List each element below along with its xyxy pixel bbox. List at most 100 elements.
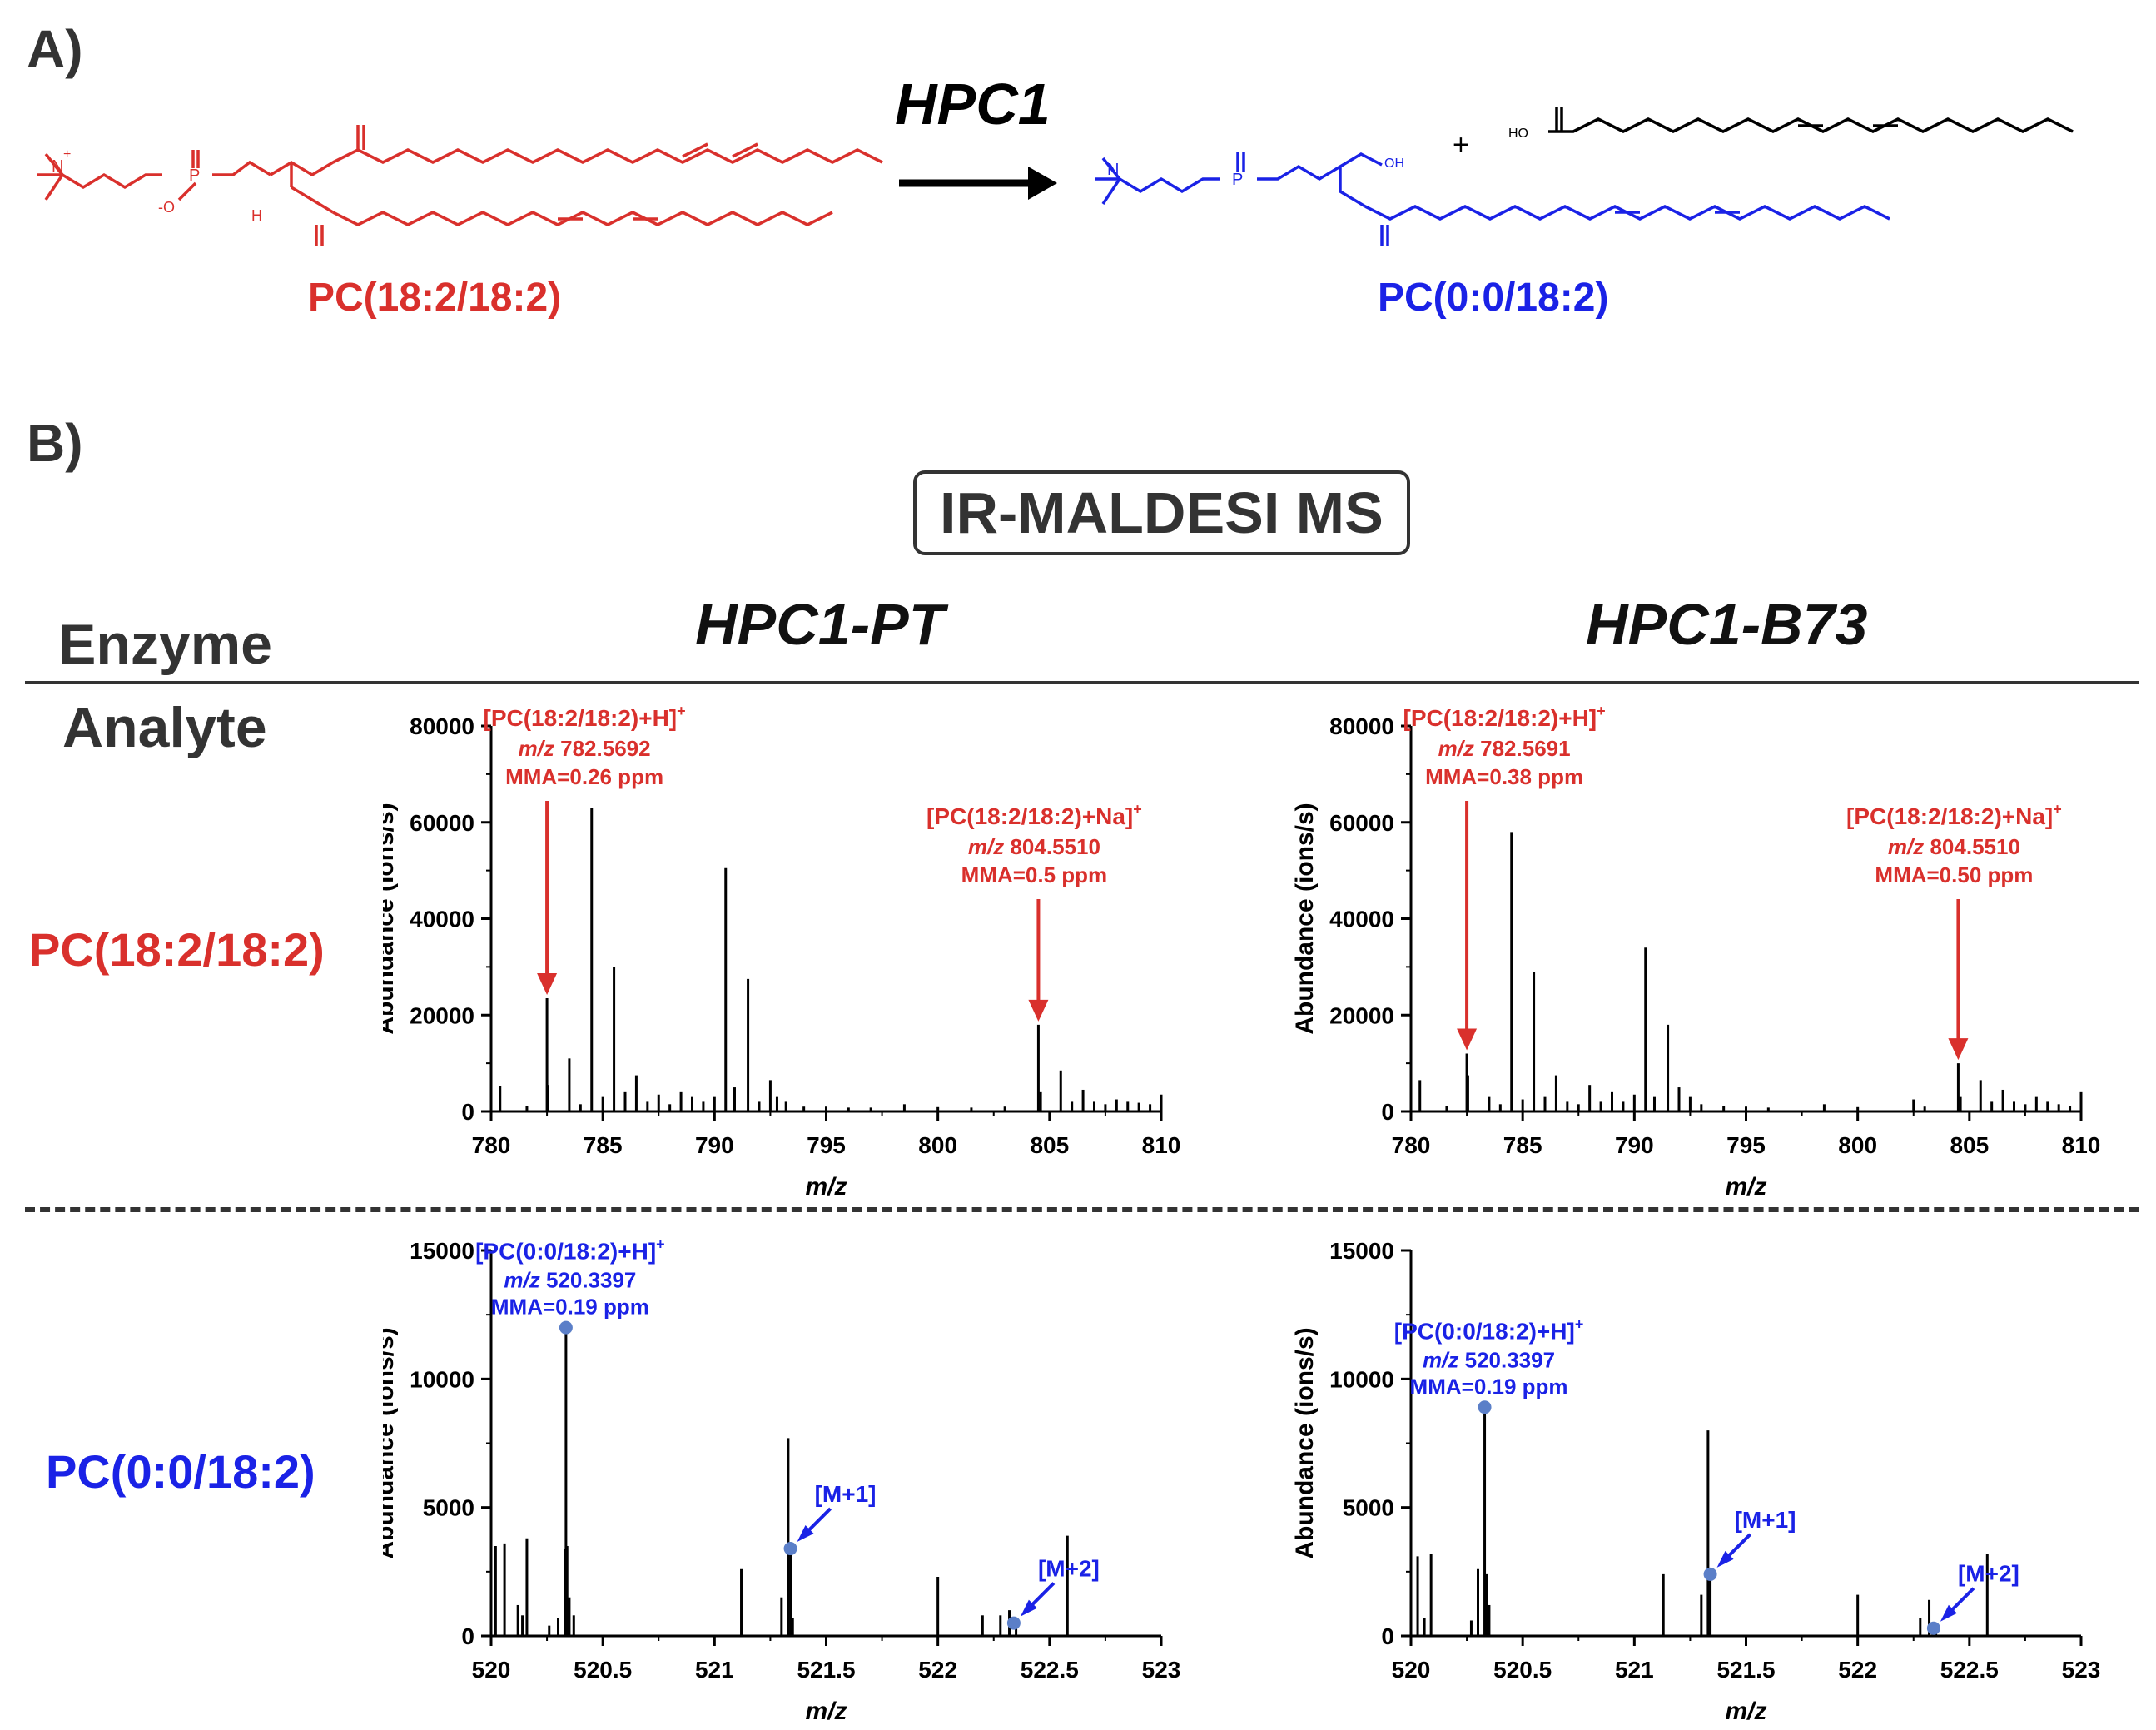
fatty-acid-structure [1548,107,2074,133]
x-tick-label: 780 [472,1132,511,1158]
annotation-arrowhead [1716,1550,1734,1568]
y-tick-label: 10000 [1329,1366,1394,1392]
header-divider [25,681,2139,684]
y-tick-label: 0 [1381,1623,1394,1649]
x-tick-label: 805 [1030,1132,1069,1158]
x-axis-label: m/z [805,1698,847,1723]
annotation-arrowhead [537,972,558,995]
annotation-sup: + [1575,1315,1584,1332]
x-tick-label: 810 [2062,1132,2101,1158]
annotation-arrowhead [1457,1028,1478,1051]
peak-marker [783,1542,797,1556]
product-label: PC(0:0/18:2) [1378,276,1609,320]
x-tick-label: 523 [1142,1657,1181,1683]
annotation-mz: m/z 804.5510 [1888,834,2020,859]
reactant-label: PC(18:2/18:2) [308,276,562,320]
atom-ho: HO [1508,127,1528,141]
annotation-mz-prefix: m/z [968,834,1011,859]
y-tick-label: 40000 [410,907,474,932]
annotation-sup: + [1133,801,1142,818]
annotation-ion: [PC(18:2/18:2)+Na]+ [926,801,1142,829]
annotation-mma: MMA=0.19 ppm [1410,1374,1568,1399]
row-divider [25,1207,2139,1212]
x-tick-label: 522.5 [1940,1657,1999,1683]
y-tick-label: 15000 [410,1238,474,1264]
analyte-header: Analyte [62,696,267,759]
peak-marker [1703,1567,1717,1581]
annotation-sup: + [1597,703,1606,719]
annotation-ion: [PC(18:2/18:2)+H]+ [484,703,686,731]
y-tick-label: 20000 [410,1002,474,1028]
annotation-mz-prefix: m/z [519,736,561,761]
x-tick-label: 521.5 [1716,1657,1775,1683]
plus-sign: + [1453,129,1469,161]
y-tick-label: 0 [1381,1099,1394,1125]
x-tick-label: 520 [472,1657,511,1683]
annotation-mma: MMA=0.38 ppm [1425,764,1583,789]
peak-annotation: [PC(18:2/18:2)+H]+ m/z 782.5692 MMA=0.26 p… [484,703,686,995]
y-tick-label: 80000 [410,713,474,739]
y-tick-label: 10000 [410,1366,474,1392]
annotation-ion: [PC(0:0/18:2)+H]+ [1394,1315,1584,1344]
enzyme-label: HPC1 [895,72,1051,137]
atom-plus-sign: + [63,147,71,162]
annotation-sup: + [677,703,686,719]
annotation-arrowhead [797,1525,814,1543]
x-tick-label: 810 [1142,1132,1181,1158]
x-tick-label: 790 [1615,1132,1654,1158]
y-axis-label: Abundance (ions/s) [1291,803,1319,1034]
annotation-mz: m/z 782.5692 [519,736,651,761]
peak-marker [1006,1616,1021,1630]
peak-marker [1478,1400,1492,1414]
atom-h: H [251,207,262,224]
y-tick-label: 20000 [1329,1002,1394,1028]
method-box: IR-MALDESI MS [913,470,1410,555]
y-tick-label: 40000 [1329,907,1394,932]
annotation-arrowhead [1028,999,1049,1022]
annotation-mz-prefix: m/z [504,1268,546,1293]
annotation-ion: [PC(18:2/18:2)+Na]+ [1846,801,2062,829]
atom-oh: OH [1384,157,1404,171]
panel-b-letter: B) [27,413,83,473]
column-title-b73: HPC1-B73 [1586,592,1868,657]
annotation-mz: m/z 782.5691 [1438,736,1571,761]
column-title-pt: HPC1-PT [695,592,945,657]
y-axis-label: Abundance (ions/s) [383,803,399,1034]
spectrum-pt-pc-18-2: 780 785 790 795 800 805 810 0 20000 40000 60000 800… [383,703,1181,1199]
x-tick-label: 790 [695,1132,734,1158]
annotation-arrowhead [1020,1599,1037,1617]
peak-marker [1926,1621,1940,1635]
x-tick-label: 522 [918,1657,957,1683]
atom-p: P [189,167,200,185]
y-tick-label: 80000 [1329,713,1394,739]
spectrum-b73-pc-0-18-2: 520 520.5 521 521.5 522 522.5 523 0 5000 10000 150… [1291,1238,2101,1723]
annotation-arrowhead [1948,1038,1969,1061]
annotation-mz: m/z 520.3397 [504,1268,636,1293]
atom-p-product: P [1232,171,1243,189]
annotation-mz-value: 520.3397 [1465,1347,1555,1372]
annotation-isotope: [M+1] [815,1481,877,1507]
y-axis-label: Abundance (ions/s) [1291,1327,1319,1558]
x-tick-label: 523 [2062,1657,2101,1683]
x-tick-label: 785 [584,1132,623,1158]
product-structure [1095,152,1890,246]
annotation-mz-value: 782.5692 [560,736,650,761]
reaction-scheme: N + P -O H N P OH HO + [37,107,2074,246]
x-axis-label: m/z [805,1173,847,1199]
x-tick-label: 800 [918,1132,957,1158]
x-tick-label: 795 [1726,1132,1766,1158]
annotation-mz: m/z 520.3397 [1423,1347,1555,1372]
annotation-mma: MMA=0.5 ppm [961,863,1108,887]
row-label-pc-0-18-2: PC(0:0/18:2) [46,1445,315,1498]
x-tick-label: 521 [1615,1657,1654,1683]
x-tick-label: 522.5 [1021,1657,1079,1683]
panel-a-letter: A) [27,19,83,79]
annotation-mz-value: 520.3397 [546,1268,636,1293]
x-tick-label: 800 [1838,1132,1877,1158]
y-tick-label: 0 [461,1099,474,1125]
annotation-mz-prefix: m/z [1423,1347,1465,1372]
annotation-sup: + [2053,801,2062,818]
atom-o-minus: -O [158,199,175,216]
enzyme-header: Enzyme [58,613,272,676]
y-tick-label: 60000 [410,810,474,836]
